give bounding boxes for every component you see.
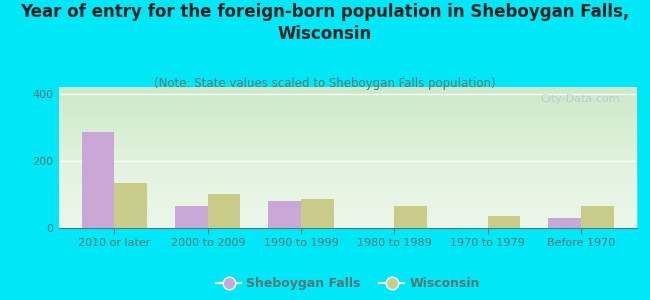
- Bar: [581, 206, 614, 228]
- Text: Year of entry for the foreign-born population in Sheboygan Falls,
Wisconsin: Year of entry for the foreign-born popul…: [20, 3, 630, 43]
- Text: (Note: State values scaled to Sheboygan Falls population): (Note: State values scaled to Sheboygan …: [154, 76, 496, 89]
- Text: City-Data.com: City-Data.com: [540, 94, 619, 104]
- Bar: [395, 206, 427, 228]
- Bar: [208, 194, 240, 228]
- Bar: [301, 200, 333, 228]
- Bar: [488, 216, 521, 228]
- Bar: [549, 218, 581, 228]
- Bar: [175, 206, 208, 228]
- Bar: [268, 201, 301, 228]
- Bar: [82, 132, 114, 228]
- Bar: [114, 183, 147, 228]
- Legend: Sheboygan Falls, Wisconsin: Sheboygan Falls, Wisconsin: [211, 272, 484, 295]
